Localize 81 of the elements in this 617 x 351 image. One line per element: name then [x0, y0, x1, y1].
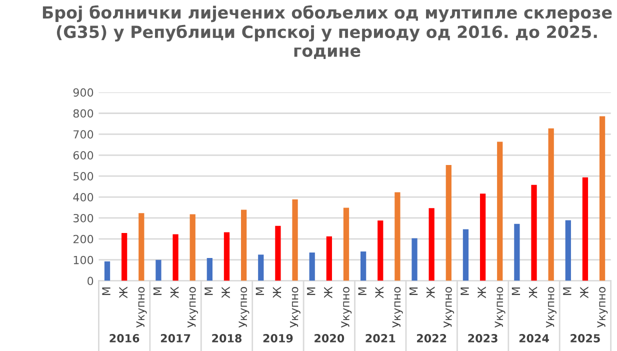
text: Укупно — [238, 287, 250, 328]
bar — [326, 236, 332, 281]
text: М — [409, 288, 418, 295]
y-tick-label: 900 — [73, 88, 94, 97]
text: Ж — [375, 286, 384, 298]
text: Ж — [119, 286, 128, 298]
text: М — [460, 288, 469, 295]
text: Укупно — [188, 287, 198, 328]
text: Укупно — [494, 287, 506, 328]
bar — [565, 220, 571, 281]
text: М — [563, 288, 572, 295]
text: М — [512, 288, 520, 295]
x-tick-label: 2021 — [366, 334, 396, 342]
y-tick-label: 500 — [74, 172, 94, 180]
text: Ж — [272, 286, 282, 298]
y-tick-label: 400 — [73, 193, 94, 202]
bar — [241, 210, 247, 281]
text: М — [307, 288, 316, 295]
y-tick-label: 600 — [73, 151, 94, 160]
x-tick-label: 2016 — [110, 334, 140, 342]
bar — [599, 116, 606, 281]
x-tick-label: 2019 — [263, 334, 293, 342]
bar — [360, 251, 366, 281]
bar — [224, 232, 230, 281]
bar — [206, 258, 212, 281]
text: Ж — [478, 286, 486, 298]
text: Укупно — [546, 287, 556, 328]
text: Укупно — [597, 287, 608, 328]
text: М — [256, 288, 264, 295]
y-tick-label: 300 — [74, 214, 94, 222]
text: М — [102, 288, 110, 295]
text: М — [358, 288, 366, 295]
y-tick-label: 700 — [74, 130, 94, 139]
text: Укупно — [392, 287, 403, 328]
x-tick-label: 2020 — [314, 334, 344, 342]
bar — [548, 128, 554, 281]
x-tick-label: 2017 — [160, 334, 190, 342]
text: Укупно — [290, 287, 300, 328]
bar — [462, 229, 469, 281]
bar — [138, 213, 144, 281]
x-tick-label: 2024 — [519, 334, 549, 342]
bar — [275, 226, 281, 281]
x-tick-label: 2018 — [212, 334, 242, 342]
text: Укупно — [136, 287, 147, 328]
bar — [190, 214, 196, 281]
bar — [428, 208, 434, 281]
x-tick-label: 2022 — [417, 334, 446, 342]
x-tick-label: 2023 — [468, 334, 498, 342]
text: Ж — [426, 286, 435, 298]
text: М — [153, 288, 162, 295]
chart-title: Број болнички лијечених обољелих од мултипле склерозе (G35) у Републици Српској у периоду од 2016. до 2025. године — [42, 5, 612, 60]
bar — [582, 177, 588, 281]
bar — [292, 199, 298, 281]
text: Ж — [528, 286, 538, 298]
text: Укупно — [341, 287, 352, 328]
text: Ж — [324, 286, 332, 298]
y-tick-label: 100 — [74, 256, 94, 264]
bar — [172, 234, 178, 281]
text: Укупно — [444, 287, 454, 328]
bar — [514, 224, 520, 281]
text: Ж — [222, 286, 230, 298]
bar — [531, 184, 537, 281]
y-tick-label: 800 — [73, 109, 94, 118]
bar — [394, 192, 400, 281]
bar — [497, 142, 503, 281]
y-tick-label: 0 — [88, 276, 94, 286]
bar — [309, 252, 315, 281]
x-tick-label: 2025 — [570, 334, 600, 342]
bar — [104, 261, 110, 281]
text: Ж — [170, 286, 179, 298]
bar — [258, 254, 264, 281]
bar — [480, 194, 486, 281]
bar — [412, 238, 418, 281]
text: М — [204, 288, 213, 295]
bar — [378, 220, 384, 281]
bar — [343, 208, 350, 281]
y-tick-label: 200 — [73, 234, 94, 244]
bar — [446, 164, 452, 281]
text: Ж — [580, 286, 588, 298]
bar — [122, 233, 128, 281]
bar — [156, 260, 162, 281]
